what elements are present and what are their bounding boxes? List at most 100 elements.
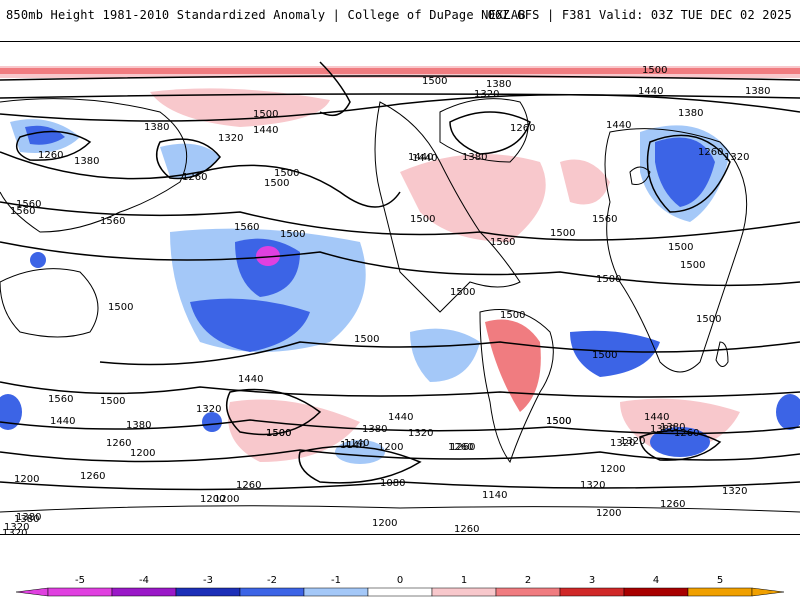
contour-label: 1200 bbox=[130, 448, 155, 459]
legend-swatch bbox=[495, 587, 561, 597]
contour-label: 1500 bbox=[550, 228, 575, 239]
legend-tick-label: 5 bbox=[717, 575, 723, 586]
contour-label: 1260 bbox=[660, 499, 685, 510]
contour-label: 1440 bbox=[644, 412, 669, 423]
legend-swatch bbox=[303, 587, 369, 597]
uk-coast bbox=[629, 166, 651, 185]
legend-swatch bbox=[111, 587, 177, 597]
contour-label: 1500 bbox=[100, 396, 125, 407]
contour-label: 1320 bbox=[724, 152, 749, 163]
contour-label: 1260 bbox=[674, 428, 699, 439]
legend-swatch bbox=[559, 587, 625, 597]
contour-label: 1500 bbox=[592, 350, 617, 361]
map-title: 850mb Height 1981-2010 Standardized Anom… bbox=[6, 8, 526, 22]
antarctica-coast bbox=[0, 505, 800, 513]
height-contours bbox=[0, 61, 800, 491]
contour-label: 1560 bbox=[592, 214, 617, 225]
contour-label: 1500 bbox=[280, 229, 305, 240]
contour-label: 1500 bbox=[546, 416, 571, 427]
contour-label: 1260 bbox=[448, 442, 473, 453]
contour-label: 1500 bbox=[546, 416, 571, 427]
contour-label: 1320 bbox=[620, 436, 645, 447]
contour-label: 1320 bbox=[722, 486, 747, 497]
contour-label: 1500 bbox=[500, 310, 525, 321]
map-panel: 1500 1440 1380 1320 1260 1380 1500 1440 … bbox=[0, 41, 800, 535]
contour-label: 1500 bbox=[422, 76, 447, 87]
legend-tick-label: 4 bbox=[653, 575, 659, 586]
legend-swatch bbox=[175, 587, 241, 597]
contour-label: 1380 bbox=[678, 108, 703, 119]
contour-label: 1500 bbox=[668, 242, 693, 253]
contour-label: 1200 bbox=[596, 508, 621, 519]
anomaly-map: 1500 1440 1380 1320 1260 1380 1500 1440 … bbox=[0, 61, 800, 534]
gulf-alaska-negative-anomaly bbox=[160, 143, 220, 178]
contour-label: 1380 bbox=[16, 512, 41, 523]
contour-label: 1380 bbox=[14, 514, 39, 525]
contour-label: 1500 bbox=[266, 428, 291, 439]
contour-label: 1500 bbox=[108, 302, 133, 313]
contour-label: 1320 bbox=[474, 89, 499, 100]
contour-label: 1380 bbox=[362, 424, 387, 435]
europe-africa-coast bbox=[604, 128, 748, 373]
south-america-positive-anomaly bbox=[485, 319, 541, 412]
contour-label: 1260 bbox=[698, 147, 723, 158]
contour-label: 1200 bbox=[200, 494, 225, 505]
contour-label: 1440 bbox=[253, 125, 278, 136]
contour-label: 1440 bbox=[606, 120, 631, 131]
contour-label: 1500 bbox=[266, 428, 291, 439]
contour-label: 1320 bbox=[408, 428, 433, 439]
model-run-info: 06Z GFS | F381 Valid: 03Z TUE DEC 02 202… bbox=[487, 8, 792, 22]
australia-coast bbox=[0, 268, 99, 338]
contour-label: 1440 bbox=[388, 412, 413, 423]
contour-label: 1380 bbox=[126, 420, 151, 431]
contour-label: 1560 bbox=[490, 237, 515, 248]
asia-coast bbox=[0, 98, 188, 233]
contour-label: 1320 bbox=[218, 133, 243, 144]
contour-label: 1140 bbox=[340, 440, 365, 451]
greenland-coast bbox=[439, 98, 529, 163]
contour-label: 1260 bbox=[454, 524, 479, 534]
pacific-strong-negative-anomaly bbox=[190, 298, 310, 352]
legend-swatch bbox=[367, 587, 433, 597]
legend-max-arrow bbox=[751, 587, 785, 597]
anomaly-legend: -5 -4 -3 -2 -1 0 1 2 3 4 5 bbox=[0, 570, 800, 600]
contour-label: 1200 bbox=[378, 442, 403, 453]
contour-label: 1500 bbox=[354, 334, 379, 345]
legend-swatch bbox=[431, 587, 497, 597]
contour-label: 1200 bbox=[14, 474, 39, 485]
north-pacific-positive-anomaly bbox=[150, 88, 330, 127]
south-indian-positive-anomaly bbox=[620, 398, 740, 452]
contour-label: 1320 bbox=[610, 438, 635, 449]
contour-label: 1260 bbox=[182, 172, 207, 183]
madagascar-coast bbox=[715, 341, 729, 367]
legend-tick-label: -5 bbox=[75, 575, 85, 586]
contour-label: 1320 bbox=[580, 480, 605, 491]
contour-label: 1560 bbox=[48, 394, 73, 405]
hawaii-anomaly-core bbox=[256, 246, 280, 266]
contour-label: 1440 bbox=[408, 152, 433, 163]
contour-label: 1500 bbox=[410, 214, 435, 225]
west-pacific-negative-anomaly bbox=[202, 412, 222, 432]
contour-label: 1380 bbox=[144, 122, 169, 133]
contour-label: 1380 bbox=[660, 422, 685, 433]
contour-label: 1560 bbox=[234, 222, 259, 233]
contour-label: 1500 bbox=[253, 109, 278, 120]
contour-label: 1500 bbox=[680, 260, 705, 271]
contour-label: 1440 bbox=[238, 374, 263, 385]
contour-label: 1200 bbox=[214, 494, 239, 505]
contour-label: 1260 bbox=[80, 471, 105, 482]
contour-label: 1440 bbox=[412, 153, 437, 164]
arctic-strong-positive-band bbox=[0, 68, 800, 74]
contour-label: 1200 bbox=[372, 518, 397, 529]
india-negative-anomaly bbox=[30, 252, 46, 268]
contour-label: 1380 bbox=[462, 152, 487, 163]
legend-tick-label: -2 bbox=[267, 575, 277, 586]
contour-label: 1560 bbox=[100, 216, 125, 227]
contour-label: 1560 bbox=[16, 199, 41, 210]
legend-colorbar: -5 -4 -3 -2 -1 0 1 2 3 4 5 bbox=[15, 575, 785, 597]
southeast-negative-anomaly bbox=[776, 394, 800, 430]
legend-tick-label: 3 bbox=[589, 575, 595, 586]
contour-label: 1500 bbox=[696, 314, 721, 325]
contour-label: 1500 bbox=[274, 168, 299, 179]
south-atlantic-negative-anomaly bbox=[570, 330, 660, 377]
